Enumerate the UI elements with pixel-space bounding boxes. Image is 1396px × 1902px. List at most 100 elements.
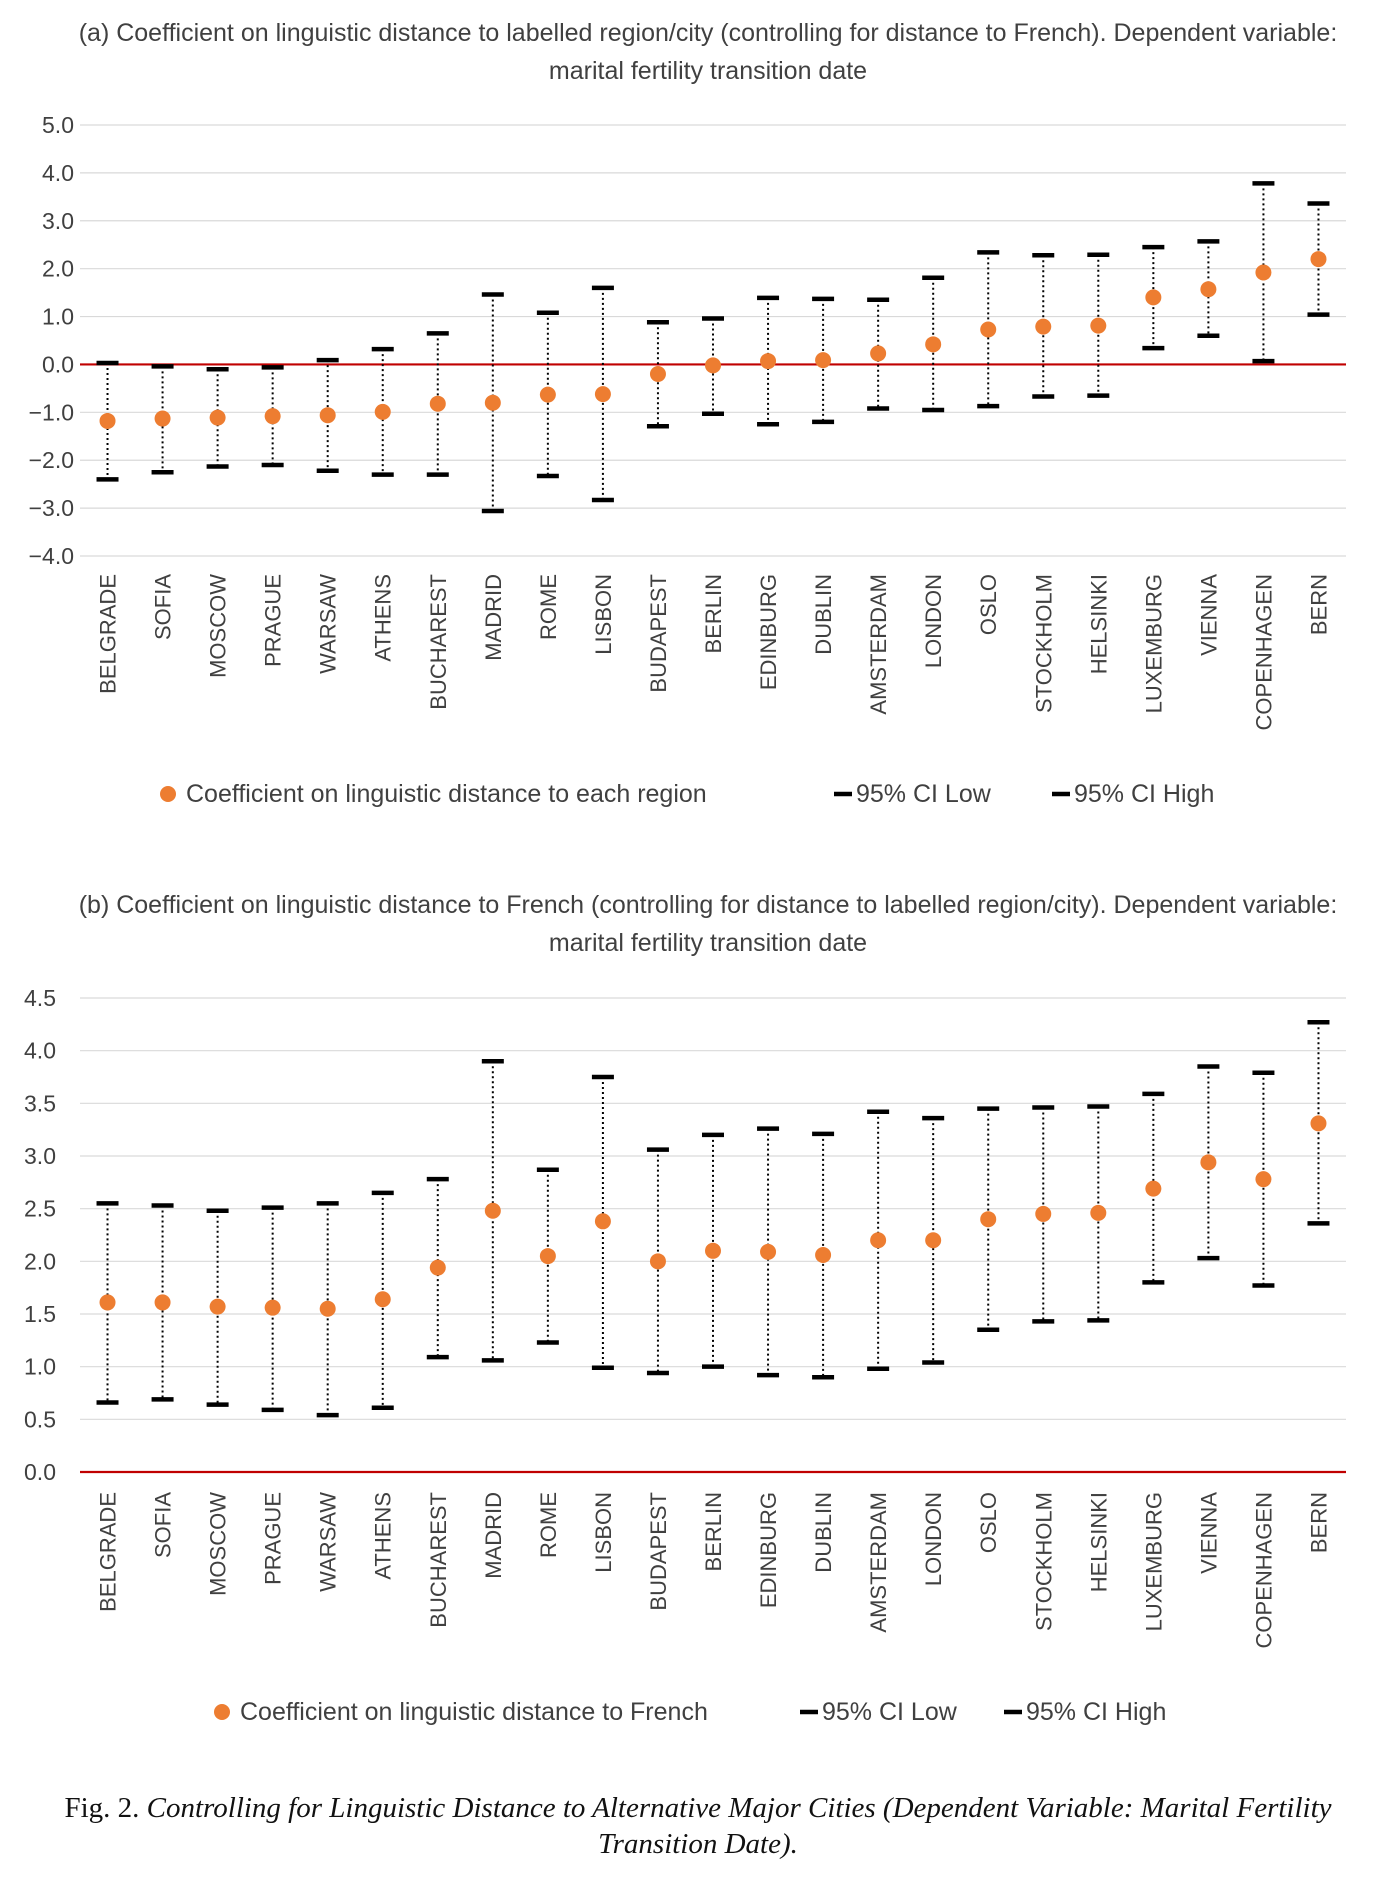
x-category-label: BERLIN: [701, 1492, 726, 1571]
coefficient-point: [264, 1299, 281, 1316]
coefficient-point: [539, 386, 556, 403]
x-category-label: DUBLIN: [811, 1492, 836, 1573]
legend: Coefficient on linguistic distance to ea…: [160, 780, 1214, 808]
x-category-label: MADRID: [481, 1492, 506, 1579]
coefficient-point: [925, 336, 942, 353]
coefficient-point: [99, 412, 116, 429]
x-category-label: LONDON: [921, 574, 946, 668]
x-category-label: PRAGUE: [261, 574, 286, 667]
legend-label-coefficient: Coefficient on linguistic distance to ea…: [186, 780, 707, 808]
y-tick-label: 1.5: [24, 1301, 56, 1327]
coefficient-point: [1200, 281, 1217, 298]
x-category-label: LUXEMBURG: [1141, 1492, 1166, 1631]
y-tick-label: 5.0: [42, 112, 74, 138]
x-category-label: ROME: [536, 574, 561, 640]
x-category-label: BELGRADE: [96, 1492, 121, 1612]
y-tick-label: 2.0: [24, 1248, 56, 1274]
x-category-label: COPENHAGEN: [1251, 1492, 1276, 1648]
coefficient-point: [649, 366, 666, 383]
coefficient-point: [319, 1300, 336, 1317]
coefficient-point: [429, 1259, 446, 1276]
y-tick-label: 0.5: [24, 1406, 56, 1432]
y-tick-label: 1.0: [42, 304, 74, 330]
x-category-label: OSLO: [976, 574, 1001, 635]
x-category-label: EDINBURG: [756, 1492, 781, 1608]
x-category-label: ROME: [536, 1492, 561, 1558]
x-category-label: VIENNA: [1196, 1492, 1221, 1574]
x-category-label: ATHENS: [371, 574, 396, 662]
x-category-label: OSLO: [976, 1492, 1001, 1553]
y-tick-label: 0.0: [42, 351, 74, 377]
caption-text: Controlling for Linguistic Distance to A…: [146, 1792, 1332, 1860]
coefficient-point: [1145, 289, 1162, 306]
coefficient-point: [154, 410, 171, 427]
coefficient-point: [594, 386, 611, 403]
x-category-label: BERN: [1306, 1492, 1331, 1553]
x-category-label: AMSTERDAM: [866, 574, 891, 715]
y-tick-label: 3.0: [24, 1143, 56, 1169]
legend-label-ci-high: 95% CI High: [1026, 1698, 1166, 1726]
coefficient-point: [319, 407, 336, 424]
chart-a: 5.0 4.0 3.0 2.0 1.0 0.0 −1.0 −2.0 −3.0 −4.0 BELGRA…: [29, 112, 1346, 808]
x-category-label: LONDON: [921, 1492, 946, 1586]
coefficient-point: [705, 1242, 721, 1259]
x-category-label: WARSAW: [316, 574, 341, 674]
y-tick-label: 0.0: [24, 1459, 56, 1485]
x-category-label: COPENHAGEN: [1251, 574, 1276, 730]
coefficient-point: [484, 1202, 501, 1219]
coefficient-point: [980, 321, 997, 338]
coefficient-point: [1035, 1205, 1052, 1222]
coefficient-point: [264, 408, 281, 425]
coefficient-point: [649, 1253, 666, 1270]
coefficient-point: [209, 409, 226, 426]
legend-label-ci-high: 95% CI High: [1074, 780, 1214, 808]
y-tick-label: 4.0: [42, 160, 74, 186]
y-tick-label: −3.0: [29, 495, 74, 521]
coefficient-point: [484, 394, 501, 411]
coefficient-point: [429, 395, 446, 412]
coefficient-point: [1090, 1204, 1107, 1221]
x-category-label: BUDAPEST: [646, 1492, 671, 1611]
x-category-label: BELGRADE: [96, 574, 121, 694]
x-category-label: DUBLIN: [811, 574, 836, 655]
x-category-label: WARSAW: [316, 1492, 341, 1592]
y-tick-label: −1.0: [29, 399, 74, 425]
coefficient-point: [870, 1232, 887, 1249]
coefficient-point: [1310, 251, 1327, 268]
x-category-label: STOCKHOLM: [1031, 574, 1056, 713]
x-category-label: MOSCOW: [206, 1492, 231, 1596]
caption-label: Fig. 2.: [64, 1792, 140, 1824]
chart-b: 4.5 4.0 3.5 3.0 2.5 2.0 1.5 1.0 0.5 0.0 BELGRADE SO…: [24, 985, 1346, 1726]
x-category-label: MADRID: [481, 574, 506, 661]
coefficient-point: [154, 1294, 171, 1311]
x-category-label: AMSTERDAM: [866, 1492, 891, 1633]
coefficient-point: [594, 1213, 611, 1230]
coefficient-point: [870, 345, 887, 362]
figure-caption: Fig. 2. Controlling for Linguistic Dista…: [40, 1790, 1356, 1862]
coefficient-point: [760, 1243, 777, 1260]
x-category-label: LISBON: [591, 1492, 616, 1573]
x-category-label: BERLIN: [701, 574, 726, 653]
x-category-label: BERN: [1306, 574, 1331, 635]
coefficient-point: [1035, 318, 1052, 335]
y-tick-label: 3.0: [42, 208, 74, 234]
y-tick-label: −4.0: [29, 543, 74, 569]
x-category-label: ATHENS: [371, 1492, 396, 1580]
y-tick-label: 3.5: [24, 1090, 56, 1116]
x-category-label: BUDAPEST: [646, 574, 671, 693]
x-category-label: PRAGUE: [261, 1492, 286, 1585]
coefficient-point: [1090, 317, 1107, 334]
y-tick-label: 4.0: [24, 1038, 56, 1064]
x-category-label: MOSCOW: [206, 574, 231, 678]
x-category-label: LUXEMBURG: [1141, 574, 1166, 713]
coefficient-point: [374, 1291, 391, 1308]
x-category-label: HELSINKI: [1086, 1492, 1111, 1592]
y-tick-label: −2.0: [29, 447, 74, 473]
legend-point-marker: [214, 1704, 230, 1720]
coefficient-point: [1145, 1180, 1162, 1197]
coefficient-point: [99, 1294, 116, 1311]
coefficient-point: [1255, 264, 1272, 281]
coefficient-point: [705, 357, 721, 374]
coefficient-point: [760, 353, 777, 370]
coefficient-point: [539, 1248, 556, 1265]
